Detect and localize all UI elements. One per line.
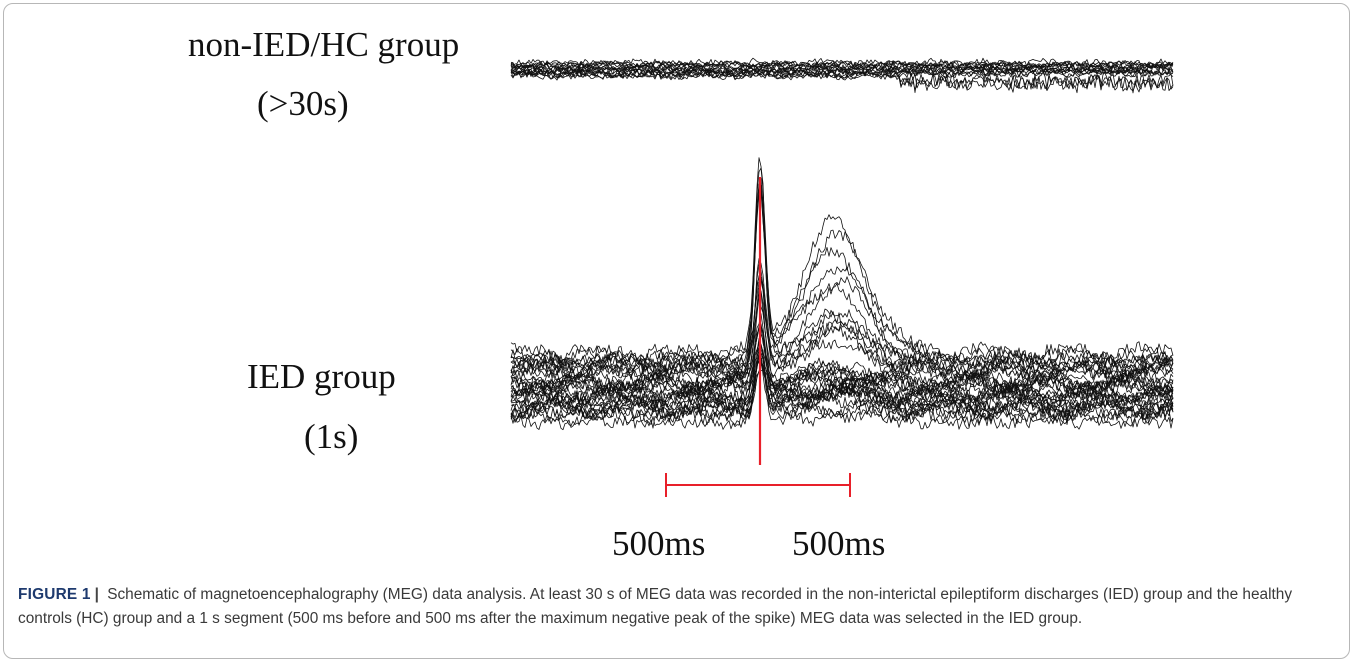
non-ied-channel-trace [510,66,1174,77]
ied-channel-trace [510,280,1174,386]
caption-text: Schematic of magnetoencephalography (MEG… [18,586,1293,627]
ied-channel-trace [510,191,1174,376]
ied-channel-trace [510,185,1174,373]
time-window-scale-bar [665,473,851,497]
non-ied-group-title: non-IED/HC group [188,25,460,64]
scale-label-before-peak: 500ms [612,524,706,563]
ied-duration-label: (1s) [304,417,359,456]
ied-channel-trace [510,353,1174,428]
figure-frame [3,3,1350,659]
ied-channel-trace [510,264,1174,379]
scale-label-after-peak: 500ms [792,524,886,563]
ied-channel-trace [510,353,1174,430]
ied-channel-trace [510,185,1174,373]
meg-traces-figure [510,57,1174,497]
non-ied-channel-trace [510,60,1174,71]
non-ied-channel-trace [510,72,1174,94]
ied-channel-trace [510,167,1174,367]
non-ied-duration-label: (>30s) [257,84,349,123]
non-ied-meg-traces [510,57,1174,94]
ied-channel-trace [510,258,1174,380]
ied-meg-traces [510,157,1174,431]
ied-channel-trace [510,178,1174,372]
figure-caption: FIGURE 1 | Schematic of magnetoencephalog… [18,583,1340,631]
ied-channel-trace [510,369,1174,431]
ied-channel-trace [510,157,1174,365]
ied-channel-trace [510,290,1174,393]
figure-label: FIGURE 1 [18,586,91,603]
ied-group-title: IED group [247,357,396,396]
caption-separator: | [94,586,99,603]
non-ied-channel-trace [510,60,1174,69]
ied-channel-trace [510,361,1174,416]
ied-channel-trace [510,287,1174,390]
ied-channel-trace [510,276,1174,384]
